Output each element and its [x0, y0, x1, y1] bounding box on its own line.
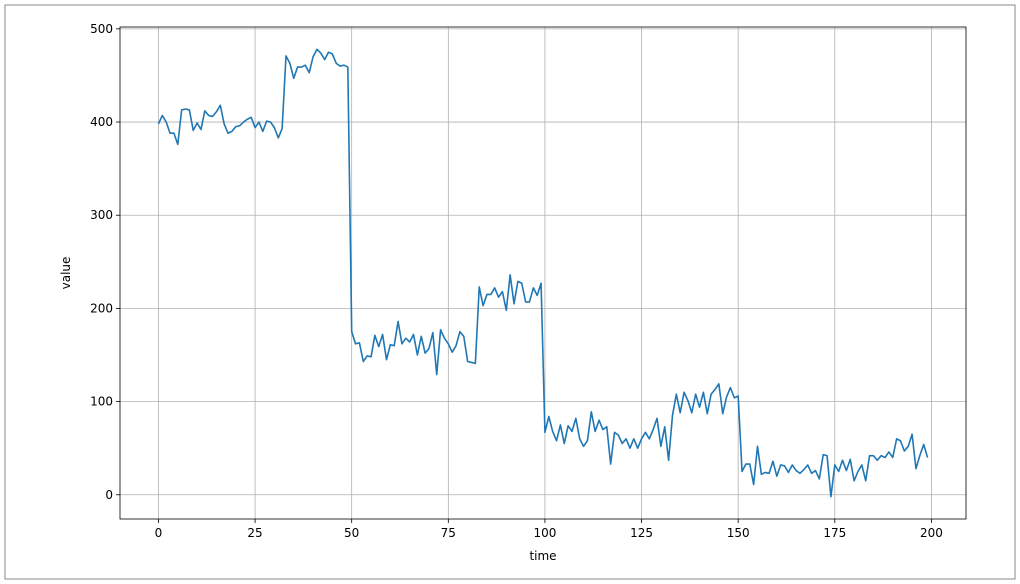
x-tick-label: 100	[533, 526, 556, 540]
x-tick-label: 175	[823, 526, 846, 540]
y-tick-label: 300	[90, 208, 113, 222]
x-tick-label: 125	[630, 526, 653, 540]
x-axis-label: time	[529, 549, 556, 563]
x-tick-label: 25	[247, 526, 262, 540]
y-tick-label: 200	[90, 301, 113, 315]
data-line	[157, 48, 929, 498]
y-tick-label: 400	[90, 115, 113, 129]
x-tick-label: 200	[920, 526, 943, 540]
x-tick-label: 75	[441, 526, 456, 540]
y-tick-label: 0	[105, 488, 113, 502]
y-axis-label: value	[59, 257, 73, 290]
y-tick-label: 100	[90, 395, 113, 409]
x-tick-label: 50	[344, 526, 359, 540]
y-tick-label: 500	[90, 22, 113, 36]
x-tick-label: 150	[727, 526, 750, 540]
screenshot-frame	[4, 4, 1016, 580]
plot-frame	[119, 26, 967, 520]
x-tick-label: 0	[155, 526, 163, 540]
